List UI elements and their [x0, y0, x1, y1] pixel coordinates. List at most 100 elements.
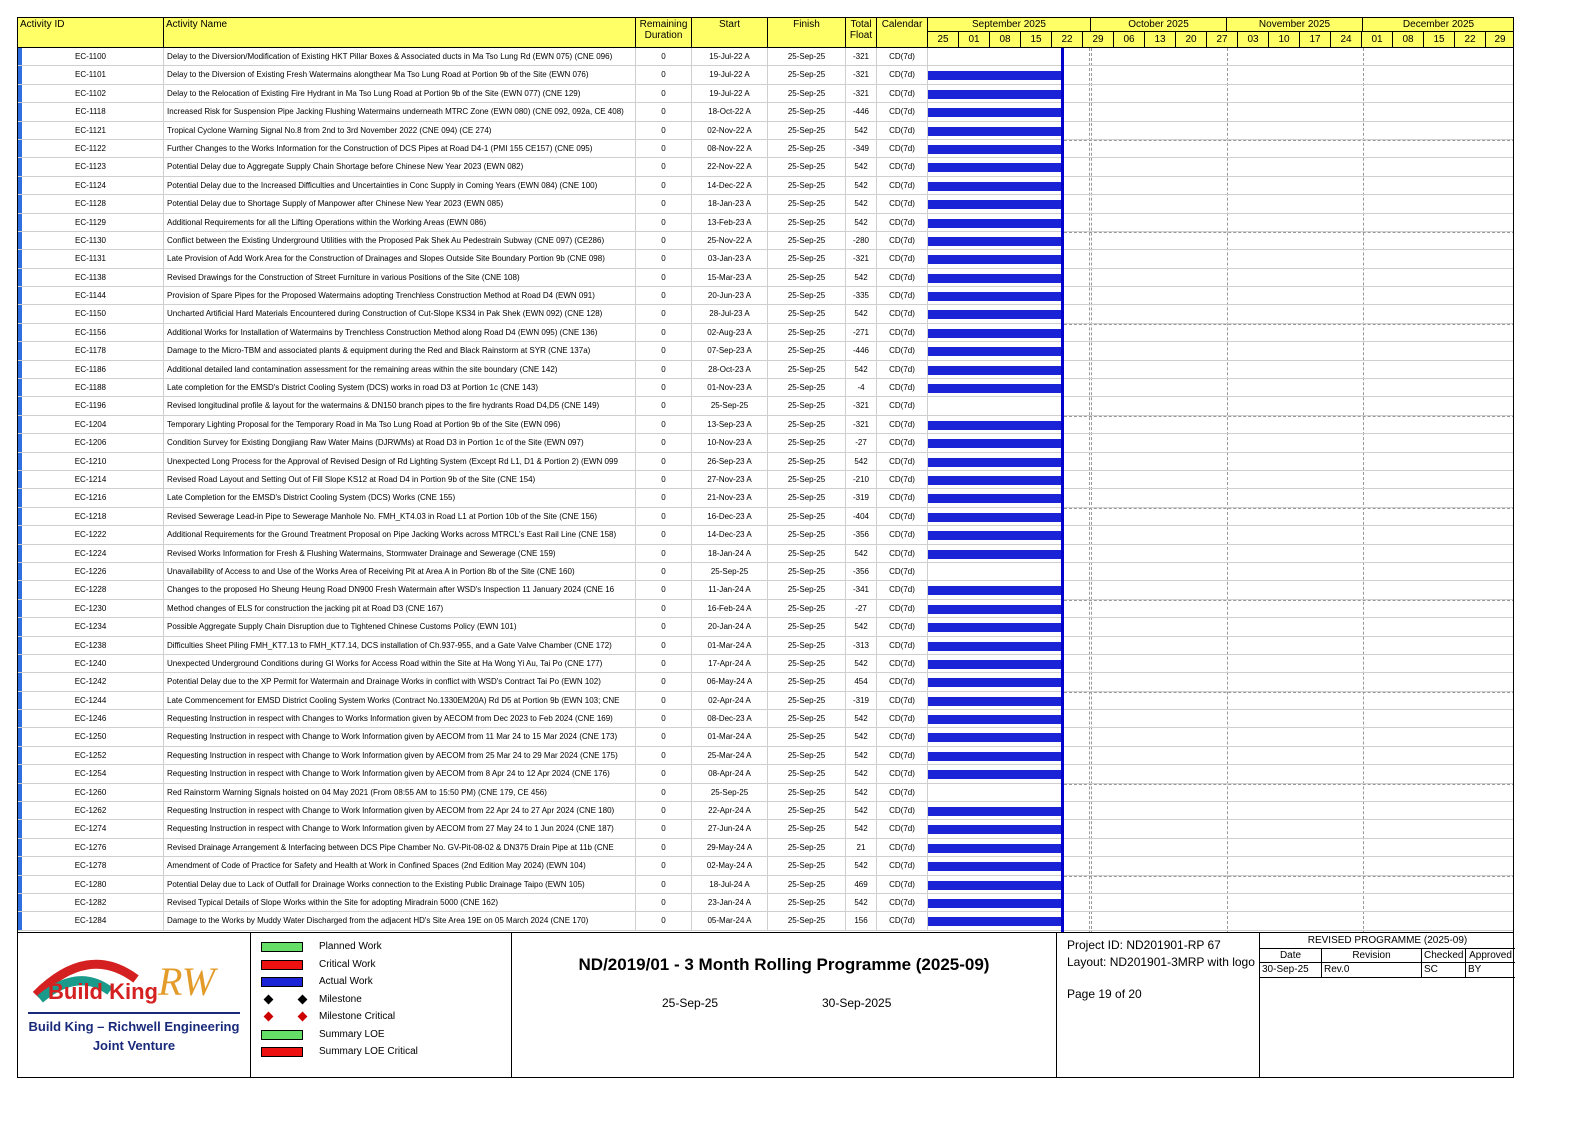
table-row[interactable]: EC-1244 Late Commencement for EMSD Distri…: [18, 691, 1513, 711]
table-row[interactable]: EC-1102 Delay to the Relocation of Existi…: [18, 84, 1513, 104]
actual-work-bar: [928, 420, 1061, 430]
remaining-duration: 0: [636, 268, 692, 287]
actual-work-bar: [928, 659, 1061, 669]
table-row[interactable]: EC-1128 Potential Delay due to Shortage S…: [18, 195, 1513, 214]
actual-work-bar: [928, 843, 1061, 853]
total-float: -319: [846, 691, 877, 710]
table-row[interactable]: EC-1224 Revised Works Information for Fre…: [18, 544, 1513, 563]
table-row[interactable]: EC-1204 Temporary Lighting Proposal for t…: [18, 415, 1513, 435]
table-row[interactable]: EC-1129 Additional Requirements for all t…: [18, 213, 1513, 232]
table-row[interactable]: EC-1216 Late Completion for the EMSD's Di…: [18, 489, 1513, 508]
timeline-week: 27: [1207, 32, 1238, 48]
col-header-finish: Finish: [768, 18, 846, 48]
table-row[interactable]: EC-1100 Delay to the Diversion/Modificati…: [18, 48, 1513, 67]
table-row[interactable]: EC-1118 Increased Risk for Suspension Pip…: [18, 103, 1513, 122]
table-row[interactable]: EC-1186 Additional detailed land contamin…: [18, 360, 1513, 380]
actual-work-bar: [928, 898, 1061, 908]
finish-date: 25-Sep-25: [768, 139, 846, 158]
table-row[interactable]: EC-1230 Method changes of ELS for constru…: [18, 599, 1513, 619]
calendar: CD(7d): [877, 397, 928, 415]
calendar: CD(7d): [877, 489, 928, 507]
activity-name: Provision of Spare Pipes for the Propose…: [164, 287, 636, 305]
table-row[interactable]: EC-1254 Requesting Instruction in respect…: [18, 765, 1513, 784]
table-row[interactable]: EC-1242 Potential Delay due to the XP Per…: [18, 673, 1513, 692]
calendar: CD(7d): [877, 268, 928, 287]
actual-work-bar: [928, 696, 1061, 706]
calendar: CD(7d): [877, 415, 928, 434]
activity-name: Potential Delay due to Shortage Supply o…: [164, 195, 636, 213]
table-row[interactable]: EC-1196 Revised longitudinal profile & la…: [18, 397, 1513, 416]
table-row[interactable]: EC-1188 Late completion for the EMSD's Di…: [18, 379, 1513, 398]
start-date: 19-Jul-22 A: [692, 84, 768, 103]
table-row[interactable]: EC-1130 Conflict between the Existing Und…: [18, 231, 1513, 251]
activity-id: EC-1124: [18, 176, 164, 195]
col-header-remaining-duration: Remaining Duration: [636, 18, 692, 48]
table-row[interactable]: EC-1250 Requesting Instruction in respect…: [18, 728, 1513, 747]
legend-swatch: [261, 1047, 303, 1057]
table-row[interactable]: EC-1280 Potential Delay due to Lack of Ou…: [18, 875, 1513, 894]
table-row[interactable]: EC-1178 Damage to the Micro-TBM and assoc…: [18, 342, 1513, 361]
calendar: CD(7d): [877, 434, 928, 452]
finish-date: 25-Sep-25: [768, 176, 846, 195]
finish-date: 25-Sep-25: [768, 691, 846, 710]
table-row[interactable]: EC-1252 Requesting Instruction in respect…: [18, 746, 1513, 766]
table-row[interactable]: EC-1238 Difficulties Sheet Piling FMH_KT7…: [18, 636, 1513, 655]
activity-id: EC-1282: [18, 893, 164, 912]
group-separator: [1064, 232, 1513, 233]
table-row[interactable]: EC-1278 Amendment of Code of Practice for…: [18, 857, 1513, 876]
timeline-week: 29: [1486, 32, 1513, 48]
row-indicator: [18, 820, 22, 838]
total-float: 542: [846, 305, 877, 323]
remaining-duration: 0: [636, 415, 692, 434]
table-row[interactable]: EC-1282 Revised Typical Details of Slope …: [18, 893, 1513, 913]
timeline-week: 25: [928, 32, 959, 48]
table-row[interactable]: EC-1214 Revised Road Layout and Setting O…: [18, 470, 1513, 490]
table-row[interactable]: EC-1124 Potential Delay due to the Increa…: [18, 176, 1513, 196]
calendar: CD(7d): [877, 526, 928, 544]
calendar: CD(7d): [877, 305, 928, 323]
table-row[interactable]: EC-1276 Revised Drainage Arrangement & In…: [18, 838, 1513, 858]
table-row[interactable]: EC-1122 Further Changes to the Works Info…: [18, 139, 1513, 159]
table-row[interactable]: EC-1240 Unexpected Underground Conditions…: [18, 654, 1513, 674]
table-row[interactable]: EC-1138 Revised Drawings for the Construc…: [18, 268, 1513, 288]
activity-id: EC-1226: [18, 562, 164, 581]
table-row[interactable]: EC-1226 Unavailability of Access to and U…: [18, 562, 1513, 582]
table-row[interactable]: EC-1222 Additional Requirements for the G…: [18, 526, 1513, 545]
table-row[interactable]: EC-1274 Requesting Instruction in respect…: [18, 820, 1513, 839]
row-indicator: [18, 562, 22, 581]
start-date: 07-Sep-23 A: [692, 342, 768, 360]
table-row[interactable]: EC-1101 Delay to the Diversion of Existin…: [18, 66, 1513, 85]
actual-work-bar: [928, 310, 1061, 320]
row-indicator: [18, 176, 22, 195]
table-row[interactable]: EC-1284 Damage to the Works by Muddy Wate…: [18, 912, 1513, 931]
finish-date: 25-Sep-25: [768, 397, 846, 415]
legend-item: Summary LOE: [261, 1027, 501, 1043]
table-row[interactable]: EC-1131 Late Provision of Add Work Area f…: [18, 250, 1513, 269]
table-row[interactable]: EC-1150 Uncharted Artificial Hard Materia…: [18, 305, 1513, 324]
table-row[interactable]: EC-1262 Requesting Instruction in respect…: [18, 802, 1513, 821]
table-row[interactable]: EC-1144 Provision of Spare Pipes for the …: [18, 287, 1513, 306]
table-row[interactable]: EC-1218 Revised Sewerage Lead-in Pipe to …: [18, 507, 1513, 527]
remaining-duration: 0: [636, 581, 692, 599]
activity-name: Potential Delay due to Aggregate Supply …: [164, 158, 636, 176]
legend-label: Milestone: [319, 993, 362, 1005]
table-row[interactable]: EC-1260 Red Rainstorm Warning Signals hoi…: [18, 783, 1513, 803]
rev-header-approved: Approved: [1469, 950, 1512, 961]
activity-name: Additional Works for Installation of Wat…: [164, 323, 636, 342]
table-row[interactable]: EC-1156 Additional Works for Installation…: [18, 323, 1513, 343]
start-date: 22-Apr-24 A: [692, 802, 768, 820]
table-row[interactable]: EC-1210 Unexpected Long Process for the A…: [18, 452, 1513, 471]
table-row[interactable]: EC-1246 Requesting Instruction in respect…: [18, 710, 1513, 729]
group-separator: [1064, 784, 1513, 785]
remaining-duration: 0: [636, 360, 692, 379]
table-row[interactable]: EC-1234 Possible Aggregate Supply Chain D…: [18, 618, 1513, 637]
row-indicator: [18, 673, 22, 691]
table-row[interactable]: EC-1228 Changes to the proposed Ho Sheung…: [18, 581, 1513, 600]
start-date: 02-Nov-22 A: [692, 121, 768, 139]
total-float: 542: [846, 158, 877, 176]
calendar: CD(7d): [877, 802, 928, 820]
table-row[interactable]: EC-1121 Tropical Cyclone Warning Signal N…: [18, 121, 1513, 140]
table-row[interactable]: EC-1206 Condition Survey for Existing Don…: [18, 434, 1513, 453]
remaining-duration: 0: [636, 636, 692, 654]
table-row[interactable]: EC-1123 Potential Delay due to Aggregate …: [18, 158, 1513, 177]
